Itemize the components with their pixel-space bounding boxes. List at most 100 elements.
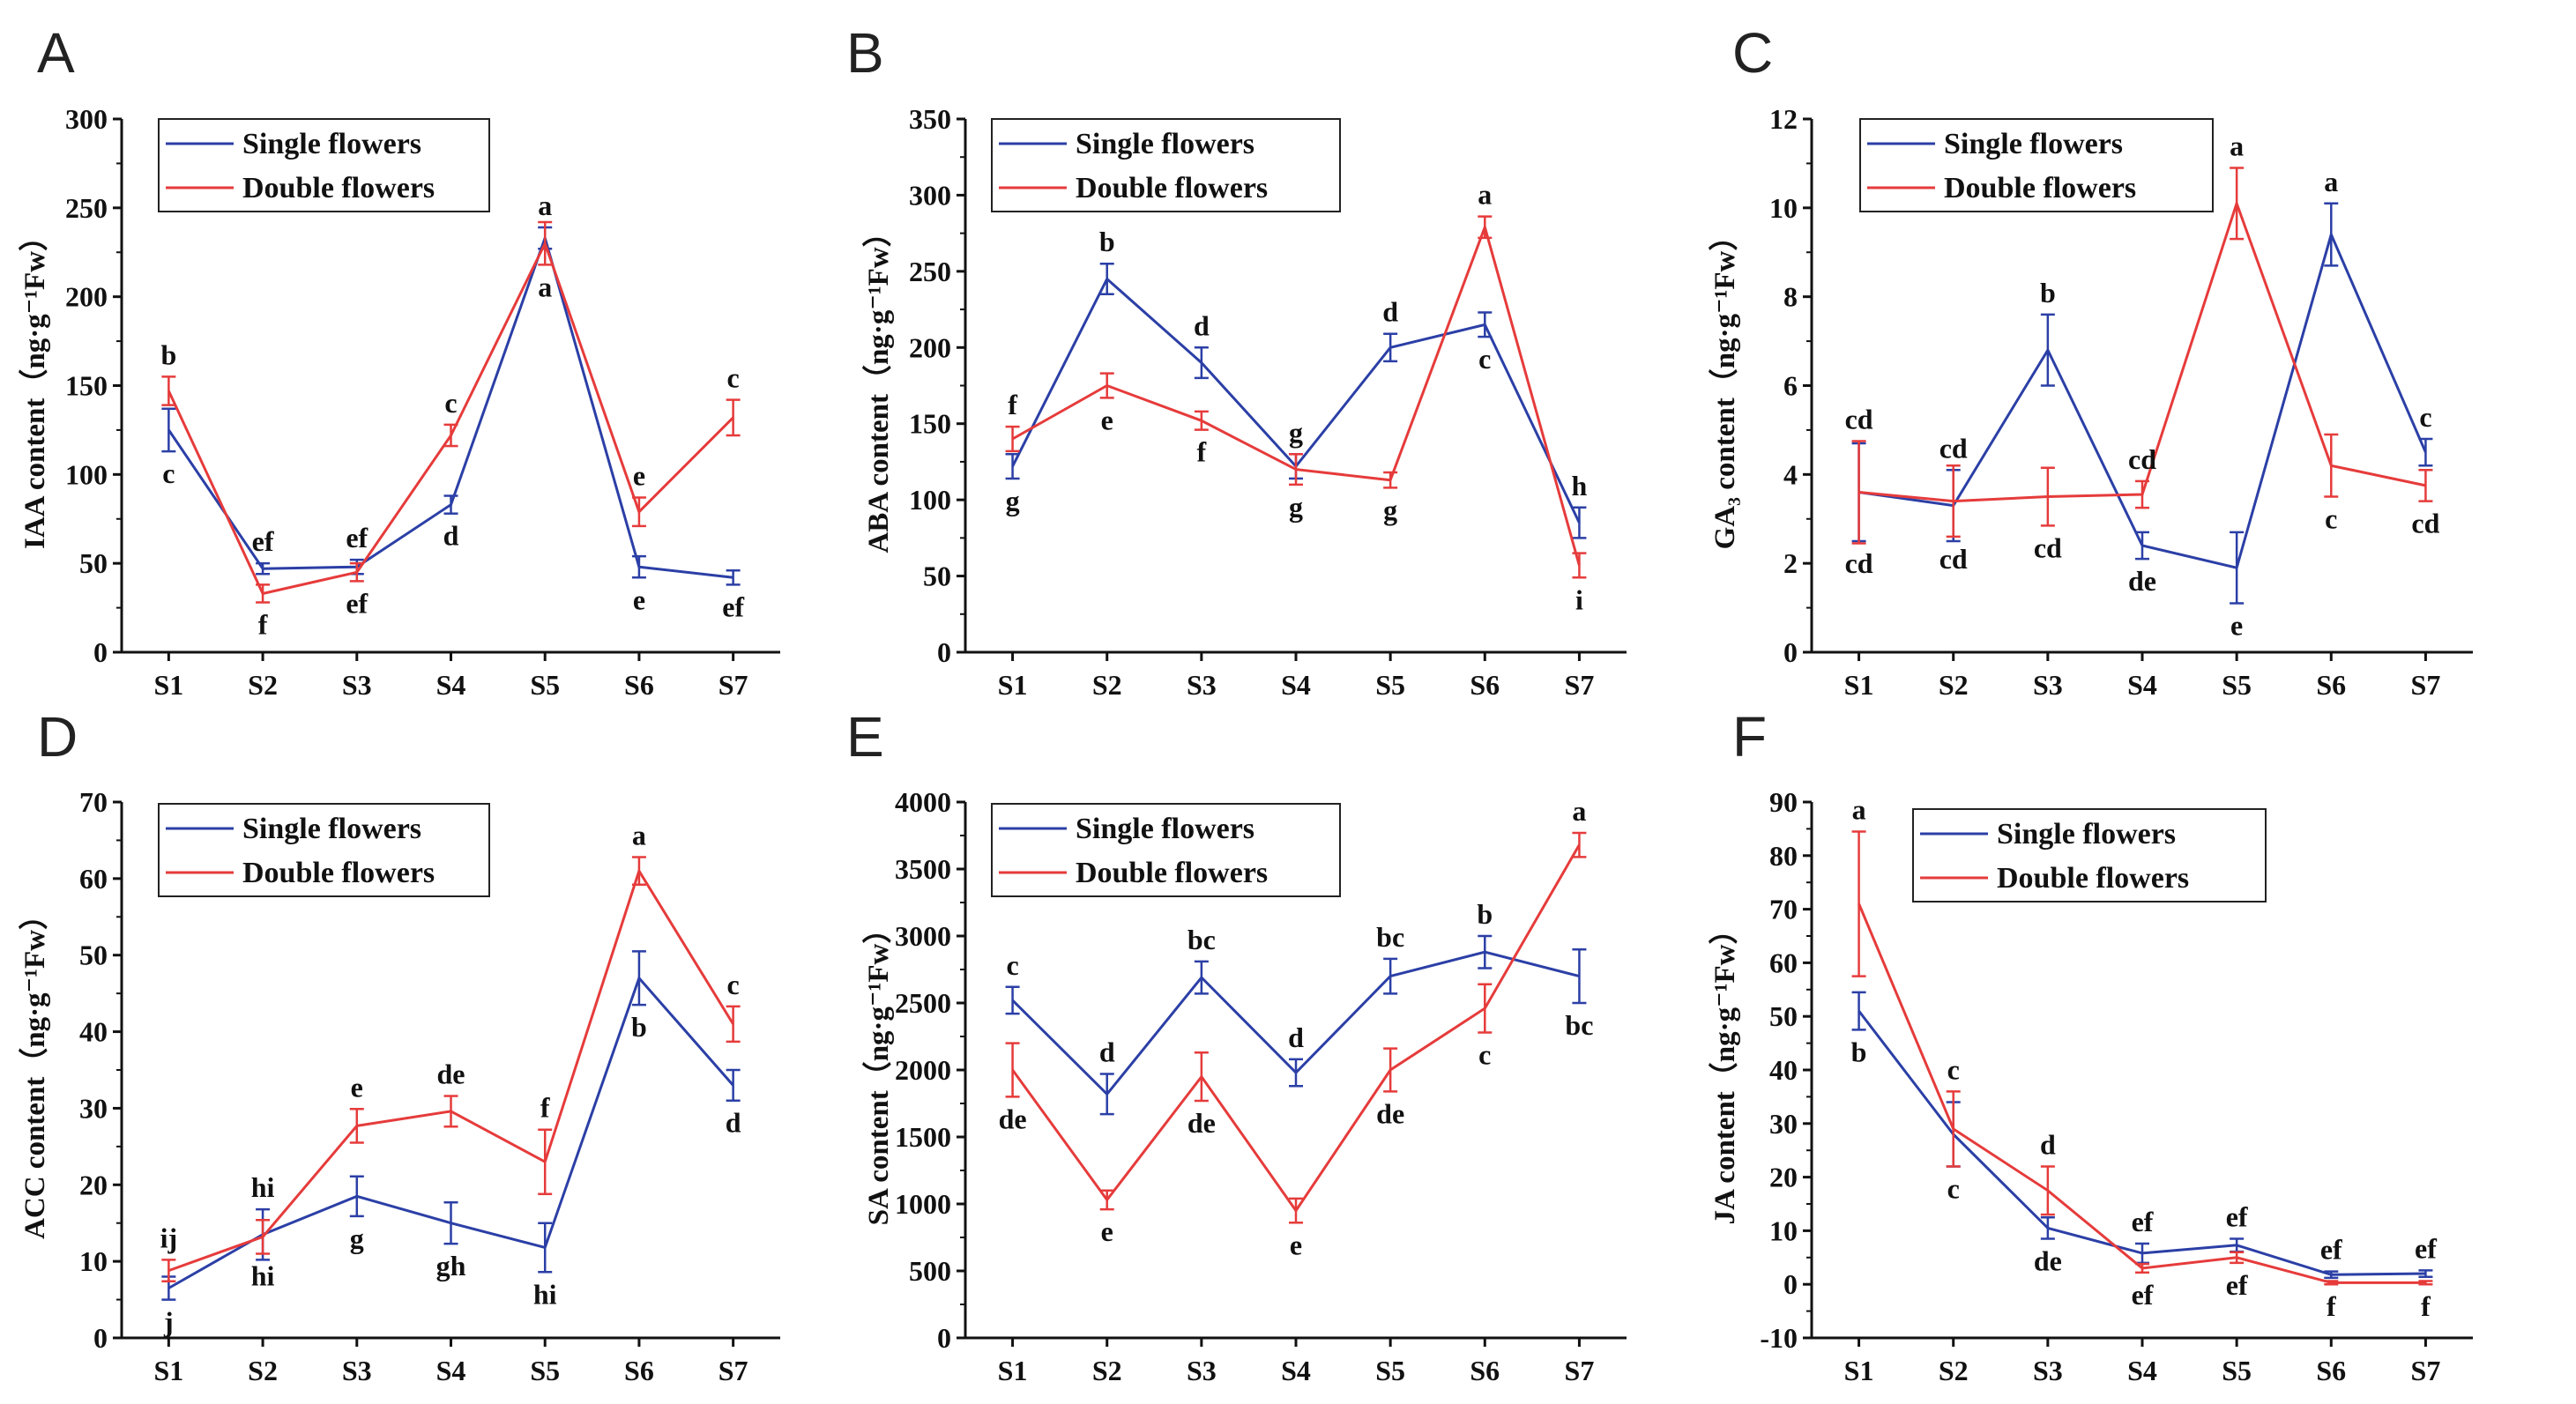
y-tick-label: 2000 [895,1054,951,1086]
y-tick-label: 30 [1769,1108,1798,1140]
x-tick-label: S1 [998,1355,1028,1386]
y-tick-label: 30 [79,1092,108,1124]
significance-label: de [2034,1245,2062,1277]
y-tick-label: 100 [909,484,951,516]
y-tick-label: 0 [1783,636,1798,668]
y-tick-label: 300 [909,179,951,211]
x-tick-label: S6 [2316,1355,2346,1386]
y-tick-label: 350 [909,103,951,135]
significance-label: ef [252,525,274,557]
significance-label: f [1008,389,1017,420]
significance-label: ef [2132,1279,2154,1311]
significance-label: i [1575,583,1583,615]
significance-label: de [1187,1107,1216,1139]
y-tick-label: 10 [1769,1215,1798,1246]
significance-label: h [1572,470,1588,501]
significance-label: hi [251,1171,275,1203]
significance-label: d [443,520,459,552]
significance-label: cd [1845,404,1873,435]
legend-label: Single flowers [242,128,421,160]
y-tick-label: 90 [1769,786,1798,818]
significance-label: c [1947,1172,1960,1204]
y-axis-label: ACC content（ng·g⁻¹Fw） [19,901,51,1239]
significance-label: g [1289,416,1303,448]
y-tick-label: 20 [79,1169,108,1200]
x-tick-label: S5 [530,669,560,701]
significance-label: hi [251,1259,275,1291]
significance-label: j [163,1306,174,1338]
y-tick-label: 6 [1783,370,1798,402]
x-tick-label: S5 [2222,669,2252,701]
significance-label: ij [160,1222,178,1253]
significance-label: f [2421,1290,2431,1322]
x-tick-label: S1 [1844,1355,1874,1386]
significance-label: cd [1939,432,1968,464]
x-tick-label: S5 [2222,1355,2252,1386]
panel-letter: B [846,21,884,85]
legend-label: Single flowers [1076,813,1254,845]
significance-label: c [2325,503,2337,535]
significance-label: e [1290,1229,1302,1260]
significance-label: ef [2226,1201,2248,1233]
legend-label: Double flowers [1997,862,2189,895]
x-tick-label: S6 [624,669,654,701]
chart-panel-E: E 0 500 1000 1500 2000 2500 3000 3500 4000 S1 S2 S3 S… [846,705,1627,1386]
x-tick-label: S6 [1470,1355,1500,1386]
significance-label: a [632,820,646,851]
y-tick-label: 200 [909,331,951,363]
significance-label: c [1478,343,1491,375]
x-tick-label: S2 [1939,669,1969,701]
significance-label: cd [1939,543,1968,575]
y-tick-label: 4000 [895,786,951,818]
legend-box [1859,118,2214,212]
significance-label: g [1006,485,1020,516]
significance-label: b [160,338,176,370]
significance-label: cd [2034,531,2062,563]
y-axis-label: ABA content（ng·g⁻¹Fw） [862,218,895,553]
significance-label: b [631,1011,647,1043]
x-tick-label: S2 [1939,1355,1969,1386]
significance-label: d [2040,1128,2056,1160]
y-tick-label: -10 [1760,1322,1798,1354]
y-tick-label: 150 [65,370,108,402]
x-tick-label: S2 [1092,669,1122,701]
significance-label: ef [346,587,368,619]
significance-label: a [538,189,552,221]
x-tick-label: S2 [1092,1355,1122,1386]
panel-letter: C [1732,21,1773,85]
chart-panel-F: F -10 0 10 20 30 40 50 60 70 80 90 S1 S2 S3 S4 S5 S6 S7 JA … [1709,705,2473,1386]
significance-label: f [540,1092,550,1124]
x-tick-label: S4 [1281,1355,1311,1386]
y-tick-label: 70 [79,786,108,818]
y-tick-label: 0 [937,1322,951,1354]
x-tick-label: S4 [436,669,466,701]
legend-box [991,118,1341,212]
x-tick-label: S7 [2411,1355,2441,1386]
significance-label: cd [2411,508,2439,539]
x-tick-label: S1 [153,669,183,701]
significance-label: cd [2128,443,2156,475]
x-tick-label: S3 [2033,669,2063,701]
panel-letter: A [37,21,75,85]
chart-panel-B: B 0 50 100 150 200 250 300 350 S1 S2 S3 S4 S5 S6 S7 ABA … [846,21,1627,701]
significance-label: g [1383,494,1397,525]
significance-label: g [350,1222,364,1254]
legend-box [158,803,490,897]
significance-label: de [437,1059,465,1090]
y-tick-label: 70 [1769,894,1798,925]
x-tick-label: S6 [624,1355,654,1386]
x-tick-label: S3 [1187,669,1217,701]
y-axis-label: SA content（ng·g⁻¹Fw） [862,915,895,1226]
panel-letter: D [37,705,78,769]
significance-label: b [1851,1036,1867,1067]
y-axis-label: JA content（ng·g⁻¹Fw） [1709,916,1741,1225]
x-tick-label: S5 [1375,1355,1405,1386]
significance-label: ef [2415,1232,2437,1264]
y-tick-label: 8 [1783,281,1798,313]
y-tick-label: 1500 [895,1121,951,1153]
legend-box [158,118,490,212]
significance-label: c [444,387,457,419]
y-tick-label: 2 [1783,547,1798,579]
significance-label: c [1006,949,1018,981]
